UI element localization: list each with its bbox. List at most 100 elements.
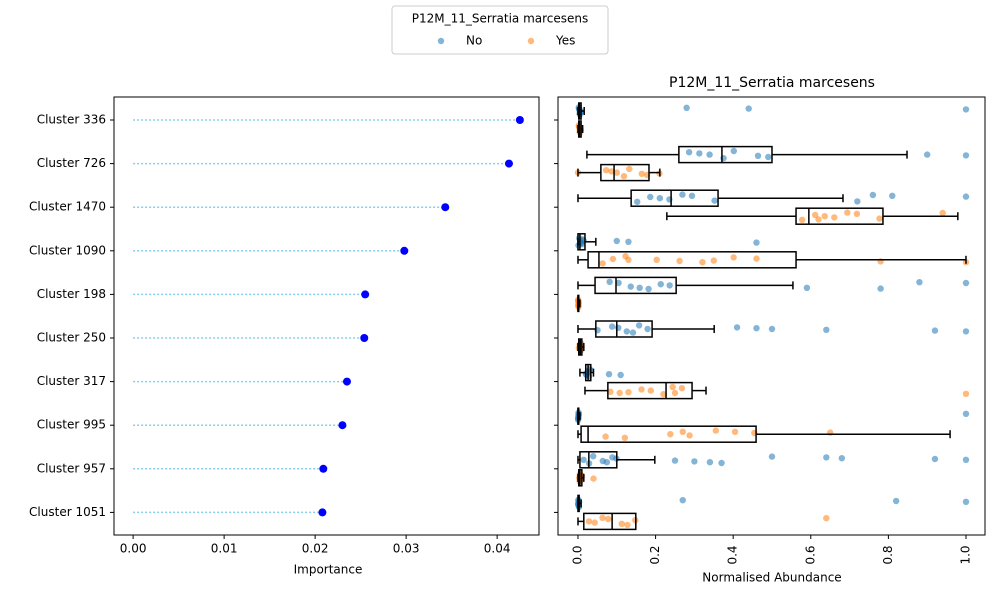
strip-point xyxy=(609,255,617,263)
strip-point xyxy=(733,324,741,331)
strip-point xyxy=(634,198,641,205)
strip-point xyxy=(823,515,830,522)
box xyxy=(580,425,757,443)
strip-point xyxy=(939,209,946,217)
strip-point xyxy=(620,173,628,180)
x-tick-label: 0.01 xyxy=(211,542,238,556)
strip-point xyxy=(625,238,632,245)
strip-point xyxy=(638,170,645,177)
strip-point xyxy=(686,432,693,439)
strip-point xyxy=(590,475,597,482)
y-tick-label: Cluster 726 xyxy=(37,156,106,170)
strip-point xyxy=(706,151,713,158)
strip-point xyxy=(712,427,720,434)
strip-point xyxy=(679,497,686,504)
y-tick-label: Cluster 1470 xyxy=(29,200,106,214)
x-tick-label: 0.2 xyxy=(648,545,662,564)
strip-point xyxy=(823,326,830,333)
strip-point xyxy=(831,214,838,221)
strip-point xyxy=(923,151,931,158)
strip-point xyxy=(599,514,606,521)
strip-point xyxy=(621,434,629,441)
strip-point xyxy=(618,520,625,527)
strip-point xyxy=(599,260,606,267)
strip-point xyxy=(892,497,900,505)
strip-point xyxy=(617,371,624,379)
strip-point xyxy=(711,197,718,204)
box xyxy=(577,233,586,251)
strip-point xyxy=(589,453,597,460)
strip-point xyxy=(636,284,643,291)
strip-point xyxy=(608,323,616,330)
strip-point xyxy=(730,254,737,261)
dot xyxy=(338,421,347,430)
strip-point xyxy=(753,325,760,332)
right-axes xyxy=(557,96,986,536)
strip-point xyxy=(765,153,772,161)
strip-point xyxy=(615,279,622,287)
strip-point xyxy=(962,456,970,463)
strip-point xyxy=(838,455,846,462)
strip-point xyxy=(823,454,830,461)
legend-label: Yes xyxy=(555,34,575,48)
strip-point xyxy=(616,389,623,397)
strip-point xyxy=(591,519,598,526)
strip-point xyxy=(718,459,725,467)
strip-point xyxy=(877,285,884,292)
strip-point xyxy=(889,192,896,199)
strip-point xyxy=(626,165,633,173)
strip-point xyxy=(671,457,679,464)
box xyxy=(579,451,618,469)
y-tick-label: Cluster 1051 xyxy=(29,505,106,519)
strip-point xyxy=(753,239,760,246)
strip-point xyxy=(798,216,806,223)
x-tick-label: 1.0 xyxy=(958,545,972,564)
strip-point xyxy=(629,329,637,336)
legend-title: P12M_11_Serratia marcesens xyxy=(412,12,589,26)
strip-point xyxy=(821,213,828,220)
strip-point xyxy=(688,192,696,199)
strip-point xyxy=(768,325,776,333)
y-tick-label: Cluster 317 xyxy=(37,374,106,388)
x-tick-label: 0.02 xyxy=(302,542,329,556)
strip-point xyxy=(613,169,620,176)
strip-point xyxy=(627,283,634,290)
strip-point xyxy=(962,152,970,159)
strip-point xyxy=(962,193,970,200)
strip-point xyxy=(602,433,609,440)
strip-point xyxy=(696,150,703,157)
dot xyxy=(441,203,450,212)
strip-point xyxy=(623,328,630,335)
strip-point xyxy=(815,216,822,223)
chart-title: P12M_11_Serratia marcesens xyxy=(669,75,875,91)
x-axis-label: Importance xyxy=(294,563,363,577)
strip-point xyxy=(647,193,654,201)
strip-point xyxy=(754,152,762,159)
y-tick-label: Cluster 957 xyxy=(37,461,106,475)
left-axes xyxy=(113,96,540,536)
box xyxy=(607,381,693,400)
strip-point xyxy=(699,259,706,266)
box xyxy=(600,163,650,182)
strip-point xyxy=(605,515,612,523)
x-tick-label: 0.0 xyxy=(570,545,584,564)
strip-point xyxy=(916,279,923,286)
strip-point xyxy=(962,498,970,505)
legend-marker xyxy=(527,37,535,45)
box xyxy=(630,189,719,207)
x-tick-label: 0.4 xyxy=(726,545,740,564)
x-tick-label: 0.6 xyxy=(803,545,817,564)
y-tick-label: Cluster 336 xyxy=(37,113,106,127)
strip-point xyxy=(706,459,714,466)
dot xyxy=(319,464,328,473)
dot xyxy=(515,116,524,124)
dot xyxy=(318,508,327,517)
strip-point xyxy=(660,391,667,398)
dot xyxy=(361,290,370,299)
strip-point xyxy=(683,104,690,112)
strip-point xyxy=(606,278,613,285)
strip-point xyxy=(676,257,683,265)
legend-marker xyxy=(437,37,445,45)
box xyxy=(678,145,773,164)
strip-point xyxy=(679,191,686,198)
